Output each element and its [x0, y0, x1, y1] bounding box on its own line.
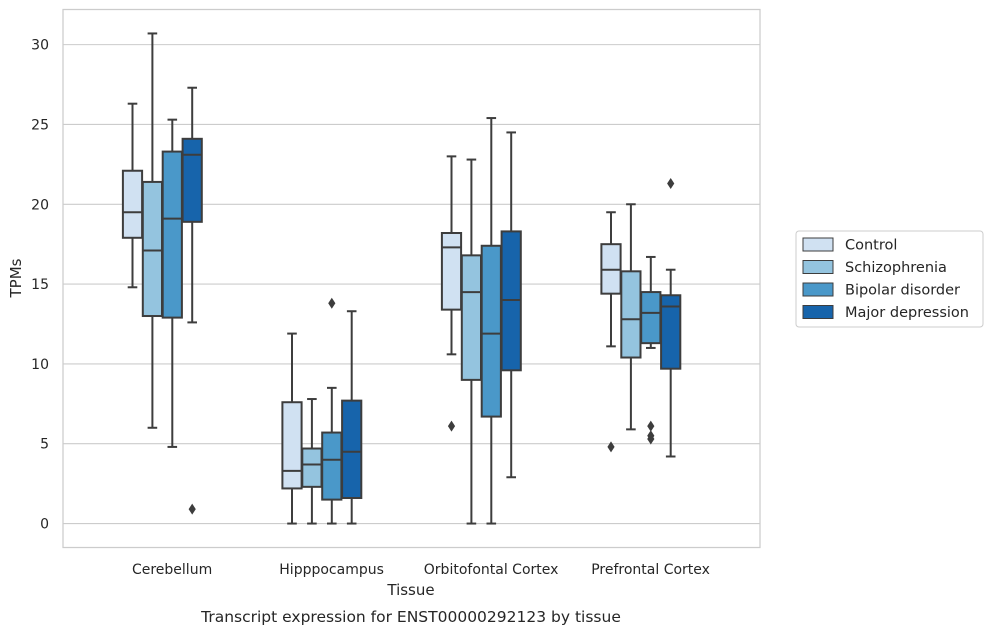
legend-swatch — [802, 237, 834, 252]
y-tick-label: 15 — [31, 277, 49, 293]
x-tick-label: Cerebellum — [132, 562, 212, 578]
legend-label: Bipolar disorder — [845, 283, 960, 299]
legend-swatch — [802, 282, 834, 297]
chart-caption: Transcript expression for ENST0000029212… — [200, 608, 621, 626]
y-tick-label: 25 — [31, 117, 49, 133]
legend: Control Schizophrenia Bipolar disorder Majo… — [795, 230, 984, 328]
box — [341, 310, 363, 525]
box-body — [640, 291, 662, 345]
box — [121, 102, 144, 289]
box — [141, 32, 164, 429]
box-body — [341, 399, 363, 500]
legend-swatch — [802, 305, 834, 319]
box-body — [440, 232, 463, 311]
legend-frame — [795, 230, 984, 328]
box — [161, 118, 183, 448]
box — [600, 211, 622, 453]
box-body — [141, 180, 164, 318]
box — [181, 86, 203, 515]
y-tick-label: 5 — [40, 437, 49, 453]
x-tick-label: Prefrontal Cortex — [591, 562, 710, 578]
outlier-point — [607, 441, 615, 453]
box — [480, 117, 502, 525]
x-tick-labels: Cerebellum Hipppocampus Orbitofontal Corte… — [132, 562, 710, 578]
box — [620, 203, 642, 431]
x-tick-label: Hipppocampus — [279, 562, 384, 578]
outlier-point — [667, 178, 675, 190]
plot-area-frame — [62, 8, 761, 549]
y-tick-label: 10 — [31, 357, 49, 373]
y-tick-label: 20 — [31, 197, 49, 213]
box — [440, 155, 463, 432]
y-tick-label: 0 — [40, 517, 49, 533]
legend-swatch — [802, 260, 834, 274]
x-tick-label: Orbitofontal Cortex — [424, 562, 559, 578]
x-axis-title: Tissue — [386, 581, 434, 599]
box-body — [660, 294, 682, 370]
box — [321, 297, 343, 525]
box — [640, 255, 662, 445]
box — [660, 178, 682, 458]
box-body — [321, 431, 343, 501]
box — [460, 158, 482, 525]
box-layer — [121, 32, 682, 525]
box — [500, 131, 522, 479]
y-tick-labels: 0 5 10 15 20 25 30 — [31, 38, 49, 533]
box-body — [281, 401, 303, 490]
y-tick-label: 30 — [31, 38, 49, 54]
legend-label: Schizophrenia — [845, 260, 947, 276]
box-body — [480, 244, 502, 418]
outlier-point — [647, 433, 655, 445]
y-axis-title: TPMs — [7, 258, 25, 298]
outlier-point — [188, 503, 196, 515]
legend-label: Control — [845, 238, 897, 254]
box-body — [181, 137, 203, 223]
box — [301, 398, 323, 525]
box-body — [161, 150, 183, 319]
box-body — [121, 169, 144, 239]
outlier-point — [647, 420, 655, 432]
outlier-point — [328, 297, 336, 309]
box-body — [460, 254, 482, 381]
box — [281, 332, 303, 525]
box-body — [620, 270, 642, 359]
box-body — [301, 447, 323, 488]
outlier-point — [447, 420, 456, 432]
legend-label: Major depression — [845, 305, 969, 321]
